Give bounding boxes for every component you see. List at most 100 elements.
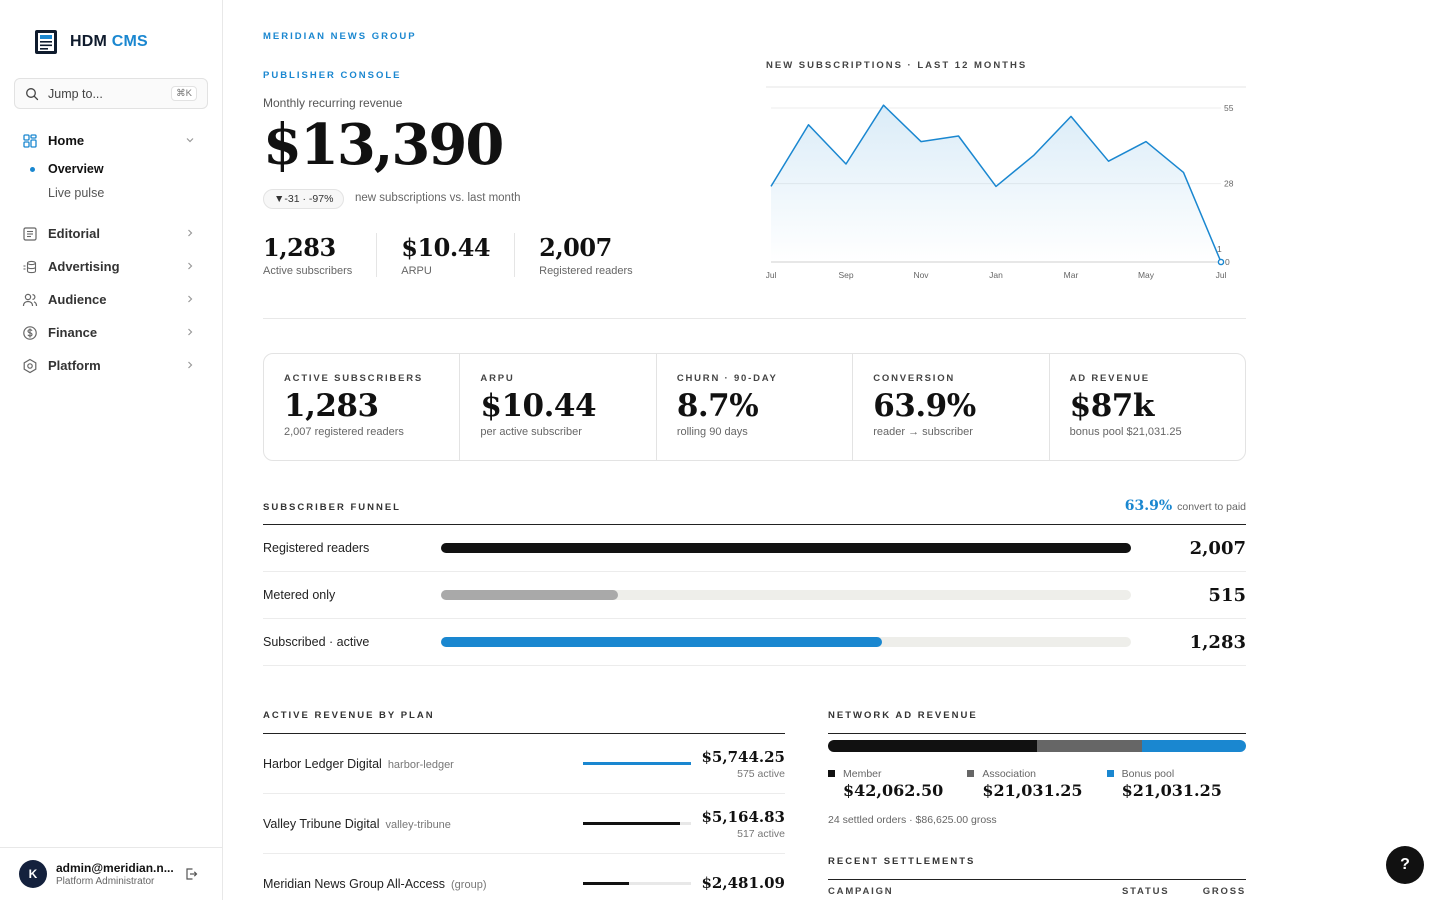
plan-slug: harbor-ledger	[387, 758, 454, 771]
funnel-track	[441, 543, 1131, 553]
chart-svg: 28 55 10 Jul Sep Nov Jan Mar May Jul	[766, 86, 1246, 280]
help-button[interactable]: ?	[1386, 846, 1424, 884]
delta-note: new subscriptions vs. last month	[355, 192, 521, 204]
users-icon	[22, 293, 38, 306]
sidebar-item-editorial[interactable]: Editorial	[0, 217, 223, 250]
brand[interactable]: HDM CMS	[32, 28, 148, 56]
user-email: admin@meridian.n...	[56, 861, 174, 875]
nav-spacer	[0, 205, 223, 217]
kpi-row: 1,283 Active subscribers $10.44 ARPU 2,0…	[263, 233, 681, 277]
sidebar-item-audience[interactable]: Audience	[0, 283, 223, 316]
stat-label: ARPU	[480, 373, 515, 384]
user-profile[interactable]: K admin@meridian.n... Platform Administr…	[0, 847, 222, 900]
column-gross[interactable]: GROSS	[1202, 886, 1246, 897]
point-label: 0	[1225, 257, 1230, 267]
sidebar: HDM CMS Jump to... ⌘K Home Overview	[0, 0, 223, 900]
mrr-label: Monthly recurring revenue	[263, 96, 403, 110]
plan-name: Harbor Ledger Digital	[263, 756, 382, 771]
chart-title: NEW SUBSCRIPTIONS · LAST 12 MONTHS	[766, 60, 1028, 71]
plan-amount: $2,481.09	[701, 873, 785, 892]
sidebar-item-label: Platform	[48, 358, 101, 373]
sidebar-subitem-live-pulse[interactable]: Live pulse	[48, 181, 223, 205]
ad-legend-association: Association $21,031.25	[967, 768, 1106, 800]
funnel-track	[441, 590, 1131, 600]
mrr-value: $13,390	[263, 112, 504, 178]
kpi-value: $10.44	[401, 233, 491, 262]
funnel-conversion: 63.9% convert to paid	[1125, 498, 1246, 514]
ad-segment-bonus-pool	[1141, 740, 1246, 752]
plan-row[interactable]: Harbor Ledger Digital harbor-ledger $5,74…	[263, 734, 785, 794]
plan-bar	[583, 822, 691, 825]
org-name: MERIDIAN NEWS GROUP	[263, 31, 417, 42]
plan-slug: (group)	[451, 878, 487, 891]
user-role: Platform Administrator	[56, 876, 155, 887]
stat-value: 63.9%	[873, 388, 976, 424]
x-tick-label: Mar	[1064, 270, 1079, 280]
stat-sub: per active subscriber	[480, 426, 582, 438]
chart-line	[770, 104, 1222, 263]
search-shortcut: ⌘K	[171, 86, 197, 101]
plan-active: 517 active	[737, 827, 785, 840]
home-submenu: Overview Live pulse	[0, 157, 223, 205]
funnel-fill	[441, 543, 1131, 553]
network-ad-revenue: NETWORK AD REVENUE Member $42,062.50 Ass…	[828, 710, 1246, 897]
stat-active-subscribers: ACTIVE SUBSCRIBERS 1,283 2,007 registere…	[264, 354, 461, 460]
column-status[interactable]: STATUS	[1122, 886, 1170, 897]
legend-value: $21,031.25	[1121, 781, 1222, 800]
ad-stacked-bar	[828, 740, 1246, 752]
funnel-label: Registered readers	[263, 541, 370, 555]
stat-value: 8.7%	[676, 388, 759, 424]
plans-title: ACTIVE REVENUE BY PLAN	[263, 710, 435, 721]
sidebar-item-label: Editorial	[48, 226, 101, 241]
kpi-registered-readers: 2,007 Registered readers	[539, 233, 657, 277]
jump-to-search[interactable]: Jump to... ⌘K	[14, 78, 208, 109]
chevron-right-icon	[188, 328, 193, 336]
plan-bar	[583, 882, 691, 885]
logout-icon[interactable]	[184, 867, 198, 881]
sidebar-item-advertising[interactable]: Advertising	[0, 250, 223, 283]
stat-label: CONVERSION	[873, 373, 956, 384]
funnel-row: Subscribed · active 1,283	[263, 619, 1246, 666]
subitem-label: Overview	[48, 162, 104, 176]
column-campaign[interactable]: CAMPAIGN	[828, 886, 894, 897]
plan-name-cell: Valley Tribune Digital valley-tribune	[263, 817, 583, 831]
plan-amount-cell: $5,744.25 575 active	[691, 748, 785, 780]
plan-amount-cell: $2,481.09	[691, 874, 785, 894]
plan-active: 575 active	[737, 767, 785, 780]
point-label: 1	[1217, 244, 1222, 254]
divider	[263, 318, 1246, 319]
sidebar-item-home[interactable]: Home	[0, 124, 223, 157]
stat-sub: 2,007 registered readers	[284, 426, 404, 438]
plans-header: ACTIVE REVENUE BY PLAN	[263, 710, 785, 734]
sidebar-item-platform[interactable]: Platform	[0, 349, 223, 382]
plan-name: Valley Tribune Digital	[263, 816, 380, 831]
plan-bar-fill	[583, 822, 681, 825]
sidebar-subitem-overview[interactable]: Overview	[30, 157, 223, 181]
plan-row[interactable]: Valley Tribune Digital valley-tribune $5,…	[263, 794, 785, 854]
plan-name: Meridian News Group All-Access	[263, 876, 446, 891]
sidebar-nav: Home Overview Live pulse Editorial	[0, 124, 223, 382]
stat-sub: bonus pool $21,031.25	[1069, 426, 1182, 438]
stat-value: $87k	[1069, 388, 1155, 424]
stat-churn: CHURN · 90-DAY 8.7% rolling 90 days	[657, 354, 854, 460]
conversion-pct: 63.9%	[1124, 498, 1173, 514]
chevron-down-icon	[186, 138, 194, 143]
legend-label: Association	[982, 768, 1037, 780]
recent-settlements-header: RECENT SETTLEMENTS	[828, 856, 1246, 880]
legend-value: $42,062.50	[843, 781, 944, 800]
plan-amount-cell: $5,164.83 517 active	[691, 808, 785, 840]
ad-header: NETWORK AD REVENUE	[828, 710, 1246, 734]
plan-row[interactable]: Meridian News Group All-Access (group) $2…	[263, 854, 785, 900]
search-placeholder: Jump to...	[48, 86, 103, 101]
sidebar-item-finance[interactable]: Finance	[0, 316, 223, 349]
grid-icon	[23, 133, 37, 148]
stats-card: ACTIVE SUBSCRIBERS 1,283 2,007 registere…	[263, 353, 1246, 461]
plan-amount: $5,744.25	[701, 747, 785, 766]
recent-title: RECENT SETTLEMENTS	[828, 856, 976, 867]
plan-bar-fill	[583, 882, 630, 885]
revenue-by-plan: ACTIVE REVENUE BY PLAN Harbor Ledger Dig…	[263, 710, 785, 900]
chevron-right-icon	[188, 361, 193, 369]
y-tick-label: 28	[1224, 179, 1234, 189]
ad-title: NETWORK AD REVENUE	[828, 710, 978, 721]
kpi-arpu: $10.44 ARPU	[401, 233, 516, 277]
